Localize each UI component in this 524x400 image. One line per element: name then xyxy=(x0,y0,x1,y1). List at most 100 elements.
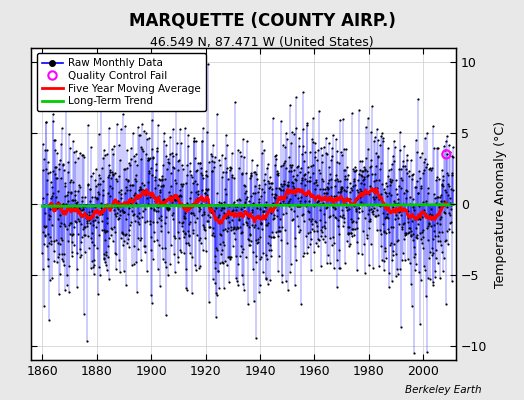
Point xyxy=(167,193,176,199)
Point xyxy=(428,212,436,218)
Point xyxy=(329,234,337,240)
Point xyxy=(42,119,50,126)
Point xyxy=(234,225,242,231)
Point xyxy=(247,172,256,178)
Point xyxy=(308,226,316,232)
Point xyxy=(293,195,302,202)
Point xyxy=(152,194,160,201)
Point xyxy=(149,219,157,225)
Point xyxy=(80,232,88,238)
Point xyxy=(443,151,451,158)
Point xyxy=(45,216,53,222)
Point xyxy=(192,167,201,174)
Point xyxy=(155,242,163,248)
Point xyxy=(307,236,315,243)
Point xyxy=(267,180,276,186)
Point xyxy=(176,247,184,253)
Point xyxy=(76,253,84,260)
Point xyxy=(208,153,216,159)
Point xyxy=(85,212,94,219)
Point xyxy=(350,168,358,174)
Point xyxy=(369,210,377,217)
Point xyxy=(322,189,331,196)
Point xyxy=(307,163,315,169)
Point xyxy=(410,184,419,190)
Point xyxy=(193,191,202,198)
Point xyxy=(304,244,313,250)
Point xyxy=(101,258,110,265)
Point xyxy=(386,176,394,182)
Point xyxy=(399,236,408,242)
Point xyxy=(429,236,438,242)
Point xyxy=(376,166,384,172)
Point xyxy=(233,197,242,203)
Point xyxy=(411,184,420,190)
Point xyxy=(242,196,250,202)
Point xyxy=(255,196,264,202)
Point xyxy=(164,158,172,165)
Point xyxy=(140,188,149,194)
Point xyxy=(203,129,211,135)
Point xyxy=(322,134,330,141)
Point xyxy=(200,224,208,230)
Point xyxy=(398,256,406,263)
Point xyxy=(348,226,357,232)
Point xyxy=(102,248,110,255)
Point xyxy=(127,262,136,268)
Point xyxy=(146,165,155,172)
Point xyxy=(228,150,236,156)
Point xyxy=(198,138,206,144)
Point xyxy=(48,183,56,190)
Point xyxy=(333,257,342,264)
Point xyxy=(161,245,169,251)
Point xyxy=(56,212,64,218)
Point xyxy=(232,275,240,281)
Point xyxy=(139,148,147,154)
Point xyxy=(379,266,388,273)
Point xyxy=(439,173,447,180)
Point xyxy=(325,171,334,177)
Point xyxy=(365,225,373,231)
Point xyxy=(106,193,114,199)
Point xyxy=(190,138,198,144)
Point xyxy=(367,170,376,177)
Point xyxy=(329,204,337,210)
Point xyxy=(127,195,135,202)
Point xyxy=(114,216,122,222)
Point xyxy=(323,204,331,210)
Point xyxy=(406,260,414,266)
Point xyxy=(391,200,399,206)
Point xyxy=(144,179,152,185)
Point xyxy=(60,193,69,199)
Point xyxy=(179,219,187,225)
Point xyxy=(340,214,348,221)
Point xyxy=(160,137,168,144)
Point xyxy=(47,241,55,247)
Point xyxy=(286,205,294,212)
Point xyxy=(106,167,114,173)
Point xyxy=(132,151,140,157)
Point xyxy=(230,225,238,231)
Point xyxy=(151,203,160,209)
Point xyxy=(360,173,368,180)
Point xyxy=(133,195,141,202)
Point xyxy=(70,242,78,248)
Point xyxy=(145,170,153,176)
Point xyxy=(281,130,290,136)
Point xyxy=(102,251,110,258)
Point xyxy=(174,167,182,174)
Point xyxy=(128,203,136,209)
Point xyxy=(433,194,442,200)
Point xyxy=(440,143,448,150)
Point xyxy=(134,234,143,241)
Point xyxy=(185,221,193,227)
Point xyxy=(277,180,285,187)
Point xyxy=(210,253,219,260)
Point xyxy=(403,230,412,236)
Point xyxy=(87,173,95,179)
Point xyxy=(237,170,246,176)
Point xyxy=(416,230,424,236)
Point xyxy=(117,206,126,213)
Point xyxy=(266,184,274,190)
Point xyxy=(269,115,277,122)
